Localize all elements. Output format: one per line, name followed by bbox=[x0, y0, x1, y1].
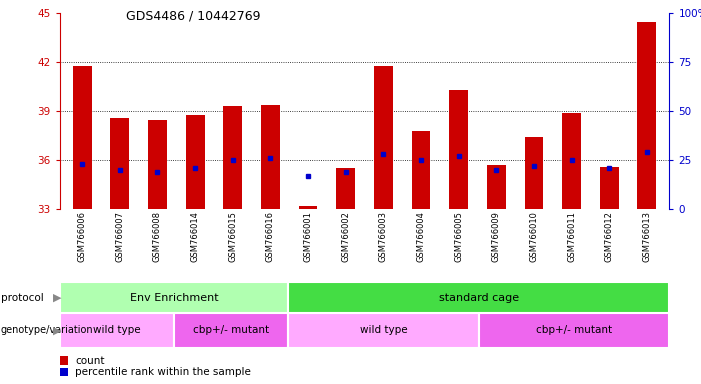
Text: GSM766014: GSM766014 bbox=[191, 212, 200, 262]
Text: GSM766009: GSM766009 bbox=[492, 212, 501, 262]
Bar bbox=[487, 165, 505, 209]
Text: GSM766002: GSM766002 bbox=[341, 212, 350, 262]
Bar bbox=[224, 106, 242, 209]
Bar bbox=[600, 167, 618, 209]
Bar bbox=[73, 66, 92, 209]
Bar bbox=[148, 119, 167, 209]
Text: GSM766003: GSM766003 bbox=[379, 212, 388, 263]
Bar bbox=[562, 113, 581, 209]
Text: GSM766011: GSM766011 bbox=[567, 212, 576, 262]
Text: count: count bbox=[75, 356, 104, 366]
Text: Env Enrichment: Env Enrichment bbox=[130, 293, 218, 303]
Text: standard cage: standard cage bbox=[439, 293, 519, 303]
Bar bbox=[479, 313, 669, 348]
Text: GSM766008: GSM766008 bbox=[153, 212, 162, 263]
Bar bbox=[261, 105, 280, 209]
Text: GSM766004: GSM766004 bbox=[416, 212, 426, 262]
Text: GSM766012: GSM766012 bbox=[605, 212, 613, 262]
Text: wild type: wild type bbox=[360, 325, 407, 335]
Bar bbox=[374, 66, 393, 209]
Text: protocol: protocol bbox=[1, 293, 43, 303]
Bar bbox=[637, 22, 656, 209]
Text: GSM766010: GSM766010 bbox=[529, 212, 538, 262]
Text: GSM766001: GSM766001 bbox=[304, 212, 313, 262]
Text: GSM766016: GSM766016 bbox=[266, 212, 275, 263]
Text: wild type: wild type bbox=[93, 325, 141, 335]
Text: ▶: ▶ bbox=[53, 293, 61, 303]
Bar bbox=[186, 115, 205, 209]
Bar bbox=[288, 282, 669, 313]
Bar bbox=[60, 313, 174, 348]
Text: GSM766007: GSM766007 bbox=[116, 212, 124, 263]
Text: GSM766015: GSM766015 bbox=[229, 212, 237, 262]
Bar bbox=[299, 206, 318, 209]
Bar bbox=[60, 282, 288, 313]
Text: ▶: ▶ bbox=[53, 325, 61, 335]
Bar bbox=[336, 169, 355, 209]
Text: GDS4486 / 10442769: GDS4486 / 10442769 bbox=[126, 10, 261, 23]
Text: GSM766005: GSM766005 bbox=[454, 212, 463, 262]
Bar bbox=[111, 118, 129, 209]
Text: percentile rank within the sample: percentile rank within the sample bbox=[75, 367, 251, 377]
Bar bbox=[288, 313, 479, 348]
Text: cbp+/- mutant: cbp+/- mutant bbox=[193, 325, 269, 335]
Bar bbox=[174, 313, 288, 348]
Text: GSM766013: GSM766013 bbox=[642, 212, 651, 263]
Text: genotype/variation: genotype/variation bbox=[1, 325, 93, 335]
Bar bbox=[524, 137, 543, 209]
Text: cbp+/- mutant: cbp+/- mutant bbox=[536, 325, 612, 335]
Text: GSM766006: GSM766006 bbox=[78, 212, 87, 263]
Bar bbox=[411, 131, 430, 209]
Bar bbox=[449, 90, 468, 209]
